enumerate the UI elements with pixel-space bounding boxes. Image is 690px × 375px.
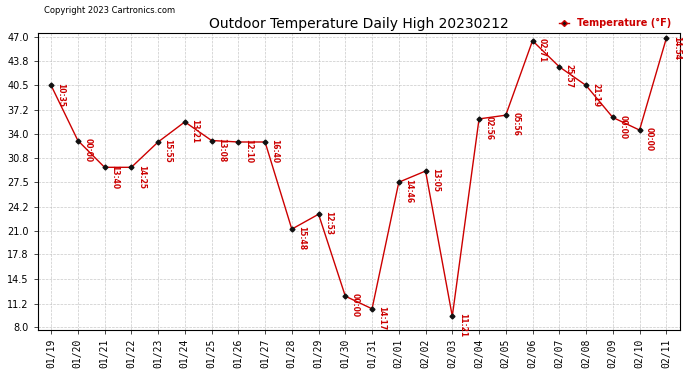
Text: 12:53: 12:53 [324, 211, 333, 236]
Text: 00:00: 00:00 [351, 293, 360, 318]
Text: 13:21: 13:21 [190, 119, 199, 143]
Text: 21:19: 21:19 [591, 82, 600, 107]
Text: 14:54: 14:54 [672, 36, 681, 60]
Text: 00:00: 00:00 [645, 127, 654, 152]
Text: 00:00: 00:00 [618, 115, 627, 139]
Text: 13:08: 13:08 [217, 138, 226, 162]
Text: 25:57: 25:57 [565, 64, 574, 88]
Text: 16:40: 16:40 [270, 139, 279, 164]
Text: 02:56: 02:56 [484, 116, 493, 140]
Text: 14:46: 14:46 [404, 179, 413, 204]
Text: 05:56: 05:56 [511, 112, 520, 136]
Text: 00:00: 00:00 [83, 138, 92, 162]
Text: Copyright 2023 Cartronics.com: Copyright 2023 Cartronics.com [44, 6, 175, 15]
Text: 15:48: 15:48 [297, 226, 306, 251]
Legend: Temperature (°F): Temperature (°F) [555, 14, 675, 32]
Text: 10:35: 10:35 [57, 82, 66, 106]
Text: 13:40: 13:40 [110, 165, 119, 189]
Text: 11:21: 11:21 [458, 314, 467, 338]
Text: 15:55: 15:55 [164, 139, 172, 163]
Text: 12:10: 12:10 [244, 139, 253, 164]
Text: 14:17: 14:17 [377, 306, 386, 330]
Text: 14:25: 14:25 [137, 165, 146, 189]
Text: 13:05: 13:05 [431, 168, 440, 192]
Text: 02:71: 02:71 [538, 38, 547, 62]
Title: Outdoor Temperature Daily High 20230212: Outdoor Temperature Daily High 20230212 [209, 17, 509, 31]
